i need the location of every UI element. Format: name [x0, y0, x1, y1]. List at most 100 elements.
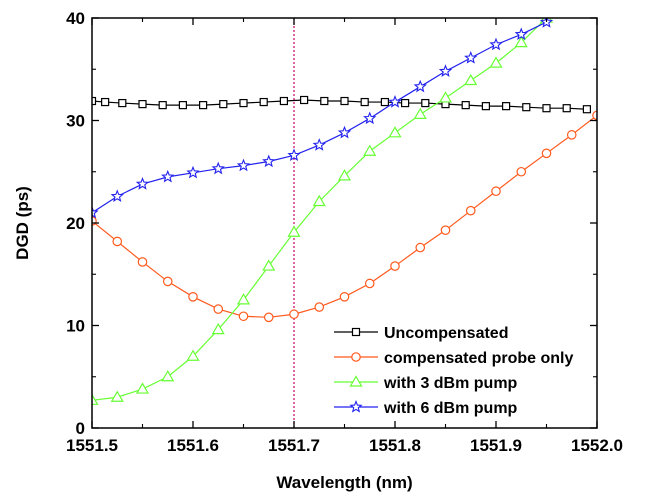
legend-marker [349, 375, 363, 387]
data-point [236, 158, 251, 172]
series-3 [92, 18, 554, 405]
data-point [541, 148, 552, 159]
legend: Uncompensated compensated probe only with … [334, 325, 573, 417]
data-point [390, 261, 400, 271]
data-point [287, 225, 301, 237]
data-point [259, 97, 268, 107]
data-point [287, 148, 301, 162]
y-axis-title: DGD (ps) [13, 186, 32, 260]
data-point [289, 309, 299, 320]
legend-entry-1: Uncompensated [334, 325, 508, 342]
data-point [539, 18, 554, 28]
data-point [502, 102, 511, 111]
x-tick-label: 1551.5 [66, 436, 118, 455]
y-tick-label: 20 [66, 214, 85, 233]
y-tick-label: 10 [66, 317, 85, 336]
legend-entry-2: compensated probe only [334, 350, 573, 367]
data-point [522, 103, 531, 112]
data-point [421, 98, 430, 108]
data-point [388, 95, 402, 108]
data-point [438, 64, 453, 77]
legend-entry-3: with 3 dBm pump [334, 375, 518, 392]
data-point [464, 73, 478, 86]
data-point [413, 107, 427, 119]
data-point [279, 96, 288, 106]
data-point [161, 169, 175, 183]
data-point [320, 96, 329, 106]
series-line-3 [92, 18, 547, 401]
data-point [582, 105, 592, 114]
data-point [312, 138, 326, 151]
data-point [236, 293, 251, 305]
data-point [465, 205, 476, 216]
data-point [135, 177, 150, 190]
data-point [464, 50, 478, 64]
data-point [263, 312, 274, 323]
x-tick-label: 1551.8 [369, 436, 421, 455]
legend-label: with 3 dBm pump [383, 375, 518, 392]
data-point [491, 186, 501, 197]
data-point [158, 101, 167, 110]
legend-label: compensated probe only [384, 350, 573, 367]
data-point [92, 96, 97, 106]
x-tick-label: 1551.7 [268, 436, 320, 455]
data-point [360, 97, 369, 107]
legend-marker [351, 327, 361, 337]
x-tick-label: 1551.6 [167, 436, 219, 455]
x-tick-label: 1552.0 [571, 436, 623, 455]
data-point [138, 99, 147, 109]
data-point [516, 166, 527, 177]
data-point [188, 291, 198, 302]
data-point [110, 189, 124, 203]
data-point [438, 91, 453, 103]
series-4 [92, 18, 554, 219]
data-point [415, 242, 426, 253]
series-line-4 [92, 21, 547, 214]
data-point [461, 101, 470, 110]
data-point [219, 99, 228, 109]
data-point [489, 56, 503, 68]
data-point [401, 98, 410, 108]
x-axis-title: Wavelength (nm) [276, 473, 412, 492]
data-point [340, 96, 349, 106]
data-point [239, 98, 248, 108]
data-point [364, 278, 375, 289]
data-point [211, 322, 225, 335]
data-point [337, 169, 352, 181]
series-2 [92, 110, 597, 323]
y-tick-label: 0 [76, 419, 85, 438]
data-point [262, 259, 276, 271]
data-point [542, 104, 551, 113]
y-tick-label: 30 [66, 112, 85, 131]
data-point [162, 276, 173, 287]
data-point [566, 130, 577, 140]
data-point [380, 97, 389, 107]
data-point [178, 101, 187, 110]
legend-entry-4: with 6 dBm pump [334, 400, 518, 417]
data-point [92, 205, 99, 219]
data-point [514, 35, 528, 48]
axes-layer: 1551.5 1551.6 1551.7 1551.8 1551.9 1552.0 0 10 2… [66, 9, 623, 455]
series-layer [92, 18, 597, 428]
data-point [135, 382, 150, 394]
data-point [337, 125, 352, 139]
data-point [413, 79, 427, 93]
series-1 [92, 95, 592, 114]
data-point [339, 291, 350, 302]
data-point [363, 111, 377, 125]
legend-marker [349, 400, 363, 413]
data-point [262, 154, 276, 168]
data-point [388, 126, 402, 138]
data-point [300, 95, 309, 105]
legend-label: with 6 dBm pump [383, 400, 518, 417]
data-point [137, 257, 148, 267]
data-point [314, 302, 325, 312]
data-point [481, 102, 490, 111]
legend-marker [351, 352, 361, 362]
series-line-2 [92, 114, 597, 318]
data-point [118, 98, 127, 108]
x-tick-label: 1551.9 [470, 436, 522, 455]
data-point [186, 165, 200, 179]
data-point [92, 393, 99, 405]
